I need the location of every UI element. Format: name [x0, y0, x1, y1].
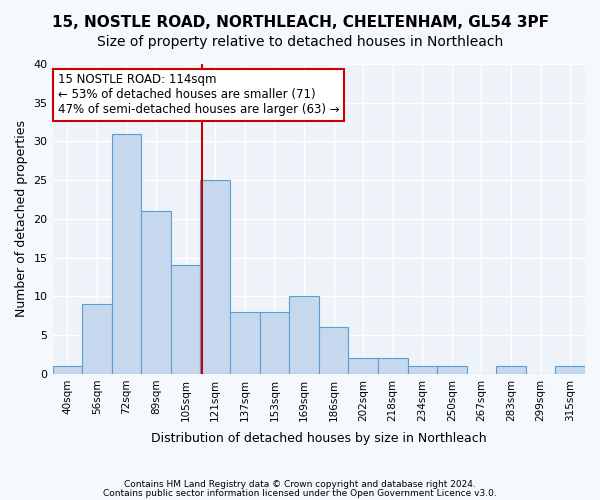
Text: 15 NOSTLE ROAD: 114sqm
← 53% of detached houses are smaller (71)
47% of semi-det: 15 NOSTLE ROAD: 114sqm ← 53% of detached…: [58, 74, 340, 116]
Text: 15, NOSTLE ROAD, NORTHLEACH, CHELTENHAM, GL54 3PF: 15, NOSTLE ROAD, NORTHLEACH, CHELTENHAM,…: [52, 15, 548, 30]
Bar: [349, 358, 378, 374]
Bar: [171, 266, 200, 374]
Bar: [200, 180, 230, 374]
Y-axis label: Number of detached properties: Number of detached properties: [15, 120, 28, 318]
X-axis label: Distribution of detached houses by size in Northleach: Distribution of detached houses by size …: [151, 432, 487, 445]
Text: Contains HM Land Registry data © Crown copyright and database right 2024.: Contains HM Land Registry data © Crown c…: [124, 480, 476, 489]
Bar: [556, 366, 585, 374]
Bar: [407, 366, 437, 374]
Text: Contains public sector information licensed under the Open Government Licence v3: Contains public sector information licen…: [103, 488, 497, 498]
Bar: [230, 312, 260, 374]
Bar: [319, 328, 349, 374]
Bar: [437, 366, 467, 374]
Bar: [82, 304, 112, 374]
Text: Size of property relative to detached houses in Northleach: Size of property relative to detached ho…: [97, 35, 503, 49]
Bar: [378, 358, 407, 374]
Bar: [496, 366, 526, 374]
Bar: [141, 211, 171, 374]
Bar: [260, 312, 289, 374]
Bar: [289, 296, 319, 374]
Bar: [112, 134, 141, 374]
Bar: [53, 366, 82, 374]
